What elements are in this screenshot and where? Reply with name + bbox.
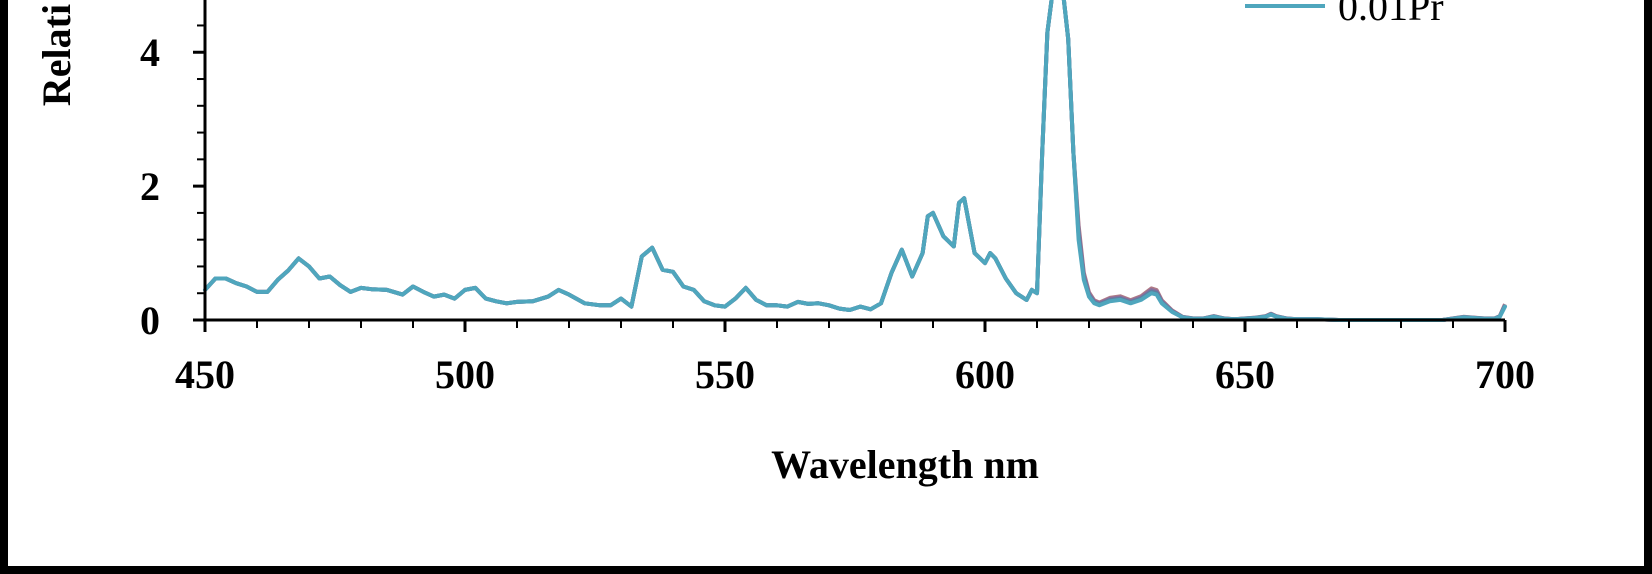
y-tick-label: 4	[140, 30, 160, 75]
series-layer	[203, 0, 1507, 322]
series-line-0.01Pr	[203, 0, 1507, 322]
x-axis-title: Wavelength nm	[771, 442, 1039, 487]
series-underlay-2	[203, 0, 1507, 322]
series-underlay-1	[203, 0, 1507, 322]
x-tick-label: 650	[1215, 352, 1275, 397]
series-underlay-3	[203, 0, 1507, 322]
x-tick-label: 550	[695, 352, 755, 397]
legend-label-0.01Pr: 0.01Pr	[1338, 0, 1444, 29]
y-tick-group: 0 2 4	[140, 24, 205, 343]
series-overlap-layer	[203, 0, 1507, 322]
x-tick-label: 500	[435, 352, 495, 397]
x-tick-label: 450	[175, 352, 235, 397]
y-tick-label: 2	[140, 164, 160, 209]
y-axis-title: Relati	[34, 4, 79, 106]
y-tick-label: 0	[140, 298, 160, 343]
x-tick-label: 600	[955, 352, 1015, 397]
x-tick-label: 700	[1475, 352, 1535, 397]
legend: 0.01Pr	[1245, 0, 1444, 29]
x-tick-group: 450 500 550 600 650 700	[175, 320, 1535, 397]
